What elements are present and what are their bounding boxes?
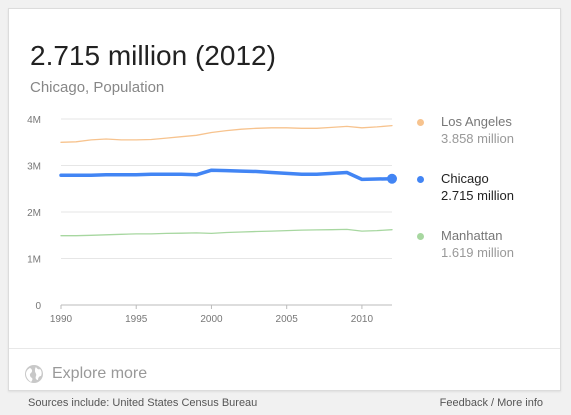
series-line-los-angeles [60,124,393,143]
legend-name: Los Angeles [441,114,512,129]
series-line-chicago [59,168,394,182]
globe-icon [24,364,44,384]
legend-name: Chicago [441,171,489,186]
series-line-manhattan [60,228,393,237]
x-tick-label: 1990 [50,314,73,325]
footer-separator: / [491,397,495,409]
legend-dot-los-angeles [417,119,424,126]
population-chart: 0 1M 2M 3M 4M 1990 1995 2000 2005 2010 [27,115,397,325]
population-headline: 2.715 million (2012) [30,40,276,71]
legend-value: 2.715 million [441,188,514,203]
x-tick-label: 2010 [351,314,374,325]
x-tick-label: 2000 [200,314,223,325]
x-tick-label: 1995 [125,314,148,325]
legend-value: 3.858 million [441,131,514,146]
sources-text: Sources include: United States Census Bu… [28,397,258,409]
y-tick-label: 4M [27,115,41,126]
legend-dot-chicago [417,176,424,183]
population-subtitle: Chicago, Population [30,79,165,96]
legend-dot-manhattan [417,233,424,240]
y-tick-label: 0 [35,301,41,312]
explore-more-label: Explore more [52,365,148,382]
more-info-link[interactable]: More info [497,397,543,409]
footer-links: Feedback / More info [440,397,543,409]
legend-name: Manhattan [441,228,503,243]
series-end-point-chicago [387,173,397,184]
legend-value: 1.619 million [441,245,514,260]
knowledge-card: 2.715 million (2012) Chicago, Population… [8,8,561,391]
x-tick-label: 2005 [276,314,299,325]
explore-more-button[interactable]: Explore more [24,359,147,389]
card-divider [9,348,560,349]
y-tick-label: 3M [27,162,41,173]
y-tick-label: 1M [27,255,41,266]
feedback-link[interactable]: Feedback [439,397,488,409]
y-tick-label: 2M [27,208,41,219]
